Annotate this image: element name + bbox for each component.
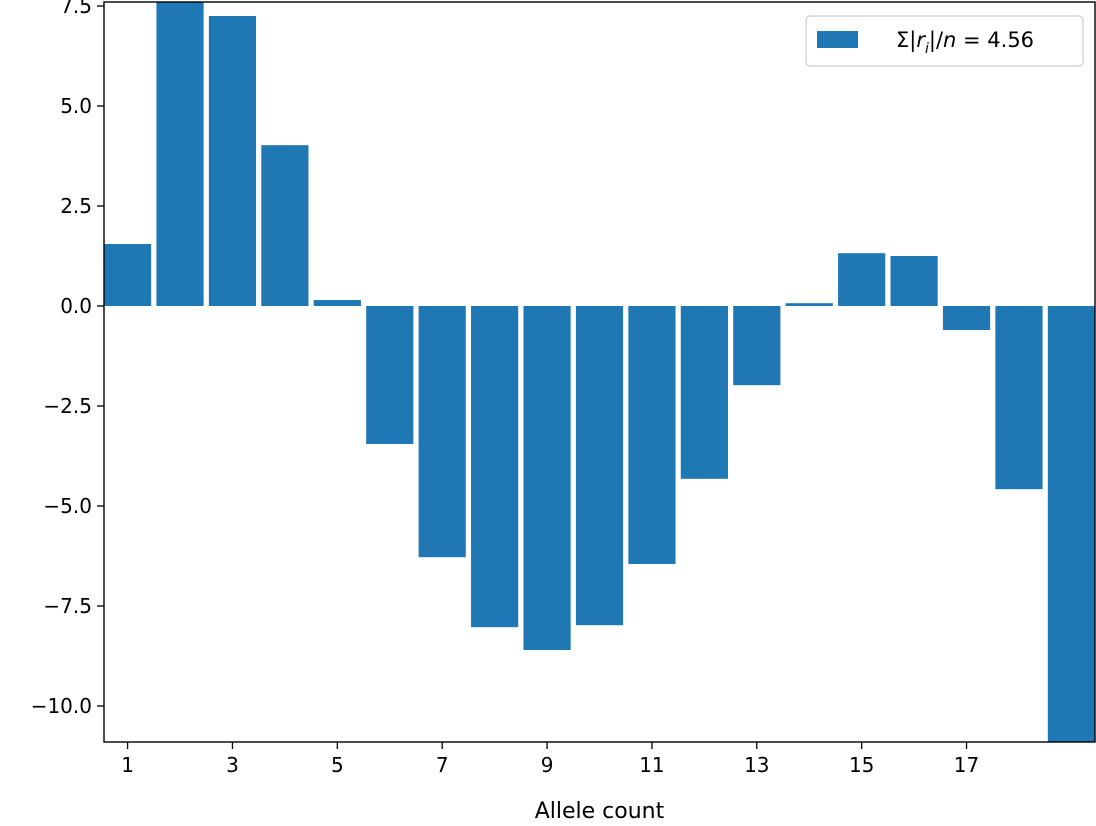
bar [313,300,361,306]
y-tick-label: −10.0 [31,694,92,718]
bar [628,306,676,564]
x-tick-label: 15 [849,753,874,777]
x-tick-label: 17 [954,753,979,777]
legend-label-n: n [943,28,956,52]
legend-label-subscript: i [925,41,929,57]
legend-box [805,15,1084,67]
bar [156,2,204,306]
bar [785,303,833,306]
x-tick-label: 9 [541,753,554,777]
x-tick-label: 11 [639,753,664,777]
bar [261,145,309,306]
x-tick-label: 7 [436,753,449,777]
x-axis-label: Allele count [535,799,665,824]
legend: Σ|ri|/n = 4.56 [805,15,1084,67]
bar [942,306,991,330]
legend-label: Σ|ri|/n = 4.56 [896,28,1034,57]
bar [418,306,466,558]
x-tick-label: 5 [331,753,344,777]
bar [995,306,1043,490]
y-tick-label: 0.0 [60,294,92,318]
bar [523,306,571,650]
bar [733,306,781,386]
y-tick-label: −2.5 [43,394,92,418]
y-tick-label: −5.0 [43,494,92,518]
bar [890,256,938,306]
y-tick-label: 2.5 [60,194,92,218]
bar [1047,306,1095,742]
bar [471,306,519,628]
legend-label-prefix: Σ| [896,28,916,53]
x-tick-label: 3 [226,753,239,777]
bar [104,244,152,306]
legend-swatch [817,31,858,48]
y-tick-label: 7.5 [60,0,92,18]
bar [366,306,414,444]
x-tick-label: 13 [744,753,769,777]
bar [208,16,257,306]
y-tick-label: 5.0 [60,94,92,118]
y-axis: −10.0 −7.5 −5.0 −2.5 0.0 2.5 5.0 7.5 [31,0,104,718]
bars-group [104,2,1095,742]
legend-label-suffix: = 4.56 [956,28,1034,52]
y-tick-label: −7.5 [43,594,92,618]
x-axis: 1 3 5 7 9 11 13 15 17 [121,742,979,777]
x-tick-label: 1 [121,753,134,777]
bar [680,306,728,479]
bar [838,253,886,306]
legend-label-mid: |/ [929,28,944,53]
bar [575,306,624,626]
plot-frame [103,1,1096,743]
legend-label-r: r [916,28,926,52]
